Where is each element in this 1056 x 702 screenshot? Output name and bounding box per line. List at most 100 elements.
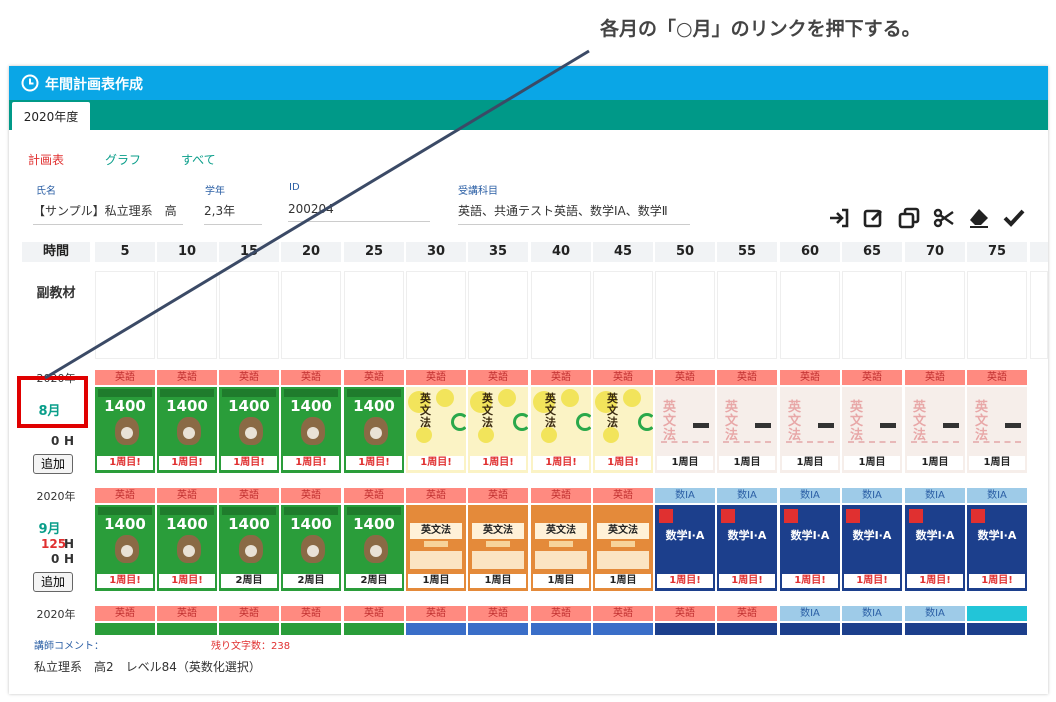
month-link[interactable]: 9月 [38,522,61,537]
book-cover[interactable]: 英文法 1周目 [780,387,840,473]
supplementary-cell[interactable] [905,271,965,359]
supplementary-cell[interactable] [593,271,653,359]
book-cover[interactable]: 1400 1周目! [344,387,404,473]
link-all[interactable]: すべて [181,153,216,167]
book-cover[interactable] [780,623,840,635]
supplementary-cell[interactable] [468,271,528,359]
book-cover[interactable]: 英文法 1周目! [531,387,591,473]
book-cover[interactable]: 英文法 1周目 [717,387,777,473]
supplementary-cell[interactable] [655,271,715,359]
book-cover[interactable] [842,623,902,635]
book-cover[interactable]: 1400 1周目! [95,505,155,591]
book-cover[interactable]: 1400 1周目! [281,387,341,473]
time-header-cell: 55 [717,242,777,262]
book-cover[interactable] [157,623,217,635]
check-button[interactable] [1002,206,1026,230]
book-cover[interactable]: 英文法 1周目 [406,505,466,591]
book-cover[interactable]: 数学Ⅰ·A 1周目! [717,505,777,591]
book-cover[interactable]: 英文法 1周目! [593,387,653,473]
bubble-shape [541,427,557,443]
book-cover[interactable]: 1400 2周目 [281,505,341,591]
book-cover[interactable]: 英文法 1周目 [842,387,902,473]
subject-tag: 英語 [593,606,653,621]
login-button[interactable] [827,206,851,230]
round-badge: 1周目! [97,574,153,588]
hours-done: 0 [51,434,60,448]
book-cover[interactable]: 数学Ⅰ·A 1周目! [842,505,902,591]
name-field[interactable]: 【サンプル】私立理系 高 [33,202,183,225]
book-bottom-panel [472,551,524,569]
supplementary-cell[interactable] [344,271,404,359]
book-cover[interactable]: 英文法 1周目 [468,505,528,591]
book-title: 数学Ⅰ·A [727,529,767,542]
supplementary-cell[interactable] [157,271,217,359]
book-cover[interactable]: 1400 2周目 [344,505,404,591]
book-cover[interactable]: 英文法 1周目! [468,387,528,473]
book-cover[interactable] [281,623,341,635]
subject-tag: 英語 [344,606,404,621]
add-button[interactable]: 追加 [33,572,73,592]
book-cover[interactable] [531,623,591,635]
supplementary-cell[interactable] [406,271,466,359]
supplementary-cell[interactable] [780,271,840,359]
book-cover[interactable]: 英文法 1周目 [655,387,715,473]
book-cover[interactable]: 英文法 1周目! [406,387,466,473]
copy-button[interactable] [897,206,921,230]
month-link[interactable]: 8月 [38,404,61,419]
scissors-button[interactable] [932,206,956,230]
book-cover[interactable]: 英文法 1周目 [531,505,591,591]
tab-2020[interactable]: 2020年度 [12,102,90,132]
edit-button[interactable] [862,206,886,230]
book-lines [848,441,896,455]
book-cover[interactable] [468,623,528,635]
book-cover[interactable] [95,623,155,635]
eraser-icon [970,209,988,228]
book-cover[interactable]: 1400 1周目! [157,387,217,473]
add-button[interactable]: 追加 [33,454,73,474]
book-cover[interactable]: 数学Ⅰ·A 1周目! [780,505,840,591]
subject-tag: 英語 [157,606,217,621]
link-graph[interactable]: グラフ [105,153,142,167]
supplementary-cell[interactable] [967,271,1027,359]
book-cover[interactable] [219,623,279,635]
book-cover[interactable]: 数学Ⅰ·A 1周目! [655,505,715,591]
book-cover[interactable]: 英文法 1周目 [905,387,965,473]
supplementary-cell[interactable] [219,271,279,359]
time-header-cell: 10 [157,242,217,262]
book-cover[interactable]: 1400 2周目 [219,505,279,591]
grade-field[interactable]: 2,3年 [204,202,262,225]
supplementary-cell[interactable] [531,271,591,359]
book-cover[interactable] [344,623,404,635]
round-badge: 1周目! [283,456,339,470]
supplementary-cell[interactable] [842,271,902,359]
book-title: 英文法 [535,523,587,539]
supplementary-cell[interactable] [95,271,155,359]
subjects-field[interactable]: 英語、共通テスト英語、数学ⅠA、数学Ⅱ [458,202,690,225]
book-cover[interactable]: 1400 1周目! [95,387,155,473]
bubble-shape [478,427,494,443]
book-cover[interactable] [967,623,1027,635]
book-cover[interactable] [905,623,965,635]
book-title: 英文法 [788,400,802,443]
book-cover[interactable]: 英文法 1周目 [593,505,653,591]
round-badge: 1周目! [907,574,963,588]
time-header-cell: 65 [842,242,902,262]
supplementary-cell[interactable] [1030,271,1048,359]
book-cover[interactable] [717,623,777,635]
supplementary-cell[interactable] [281,271,341,359]
book-cover[interactable]: 数学Ⅰ·A 1周目! [967,505,1027,591]
book-cover[interactable] [593,623,653,635]
book-cover[interactable] [655,623,715,635]
eraser-button[interactable] [967,206,991,230]
book-cover[interactable]: 数学Ⅰ·A 1周目! [905,505,965,591]
supplementary-cell[interactable] [717,271,777,359]
book-cover[interactable]: 1400 1周目! [219,387,279,473]
hours-total: 125 [41,537,67,551]
app-window: 年間計画表作成 2020年度 計画表 グラフ すべて 氏名 学年 ID 受講科目… [9,66,1048,694]
book-cover[interactable]: 1400 1周目! [157,505,217,591]
book-cover[interactable] [406,623,466,635]
teacher-comment-text: 私立理系 高2 レベル84（英数化選択） [34,660,261,674]
link-plan[interactable]: 計画表 [28,153,65,167]
book-cover[interactable]: 英文法 1周目 [967,387,1027,473]
